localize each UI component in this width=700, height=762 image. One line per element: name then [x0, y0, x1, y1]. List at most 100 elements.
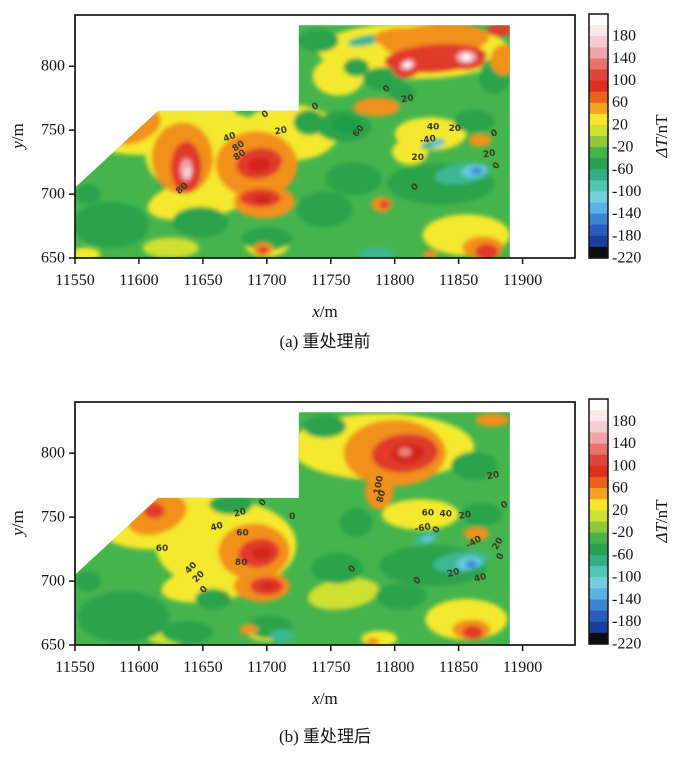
colorbar-frame [588, 398, 609, 645]
anomaly-blob [252, 194, 271, 204]
anomaly-blob [347, 34, 383, 47]
x-axis-unit: /m [319, 689, 338, 708]
axis-ticks: 11550 11600 11650 11700 11750 11800 11850 11900… [41, 445, 542, 676]
x-tick-label: 11800 [375, 659, 414, 676]
x-tick-label: 11700 [247, 659, 286, 676]
contour-label: 0 [347, 564, 359, 575]
plot-frame [74, 401, 576, 646]
x-axis-label: x/m [75, 689, 575, 709]
y-tick-label: 800 [41, 445, 65, 462]
colorbar-band [589, 476, 608, 489]
x-tick-label: 11550 [55, 272, 94, 289]
anomaly-blob [114, 113, 133, 129]
contour-label: 40 [427, 123, 440, 133]
contour-label: 20 [449, 124, 462, 134]
anomaly-blob [297, 29, 339, 53]
anomaly-blob [296, 191, 353, 228]
contour-label: 0 [431, 525, 443, 535]
y-tick-label: 700 [41, 573, 65, 590]
colorbar: 180 140 100 60 20 -20 -60 -100 -140 -180 -220 [588, 398, 641, 653]
colorbar-tick-label: -180 [612, 613, 641, 630]
colorbar-tick-label: 60 [612, 94, 628, 111]
anomaly-blob [241, 227, 293, 251]
colorbar-tick-label: 20 [612, 116, 628, 133]
contour-label: 0 [491, 161, 503, 171]
contour-label: 40 [440, 510, 453, 520]
anomaly-blob [389, 84, 416, 102]
colorbar-tick-label: 100 [612, 457, 636, 474]
colorbar-unit: /nT [652, 114, 671, 139]
anomaly-blob [77, 591, 170, 643]
anomaly-blob [475, 243, 499, 259]
plot-frame [74, 14, 576, 259]
colorbar-band [589, 554, 608, 567]
colorbar-tick-label: 180 [612, 413, 636, 430]
anomaly-blob [172, 206, 229, 238]
contour-label: 40 [473, 572, 488, 585]
colorbar-tick-label: -60 [612, 546, 633, 563]
caption-a: (a) 重处理前 [279, 332, 371, 351]
anomaly-blob [465, 560, 478, 569]
colorbar-tick-label: -100 [612, 569, 641, 586]
colorbar-band [589, 180, 608, 193]
anomaly-blob [184, 167, 191, 178]
colorbar-band [589, 14, 608, 26]
x-tick-label: 11850 [439, 272, 478, 289]
contour-label: 0 [495, 552, 507, 562]
anomaly-blob [381, 499, 459, 530]
x-tick-label: 11750 [311, 272, 350, 289]
anomaly-blob [398, 447, 412, 457]
y-axis-label: y/m [8, 96, 28, 176]
contour-label: 0 [260, 109, 271, 121]
anomaly-blob [307, 577, 380, 610]
colorbar-tick-label: -140 [612, 205, 641, 222]
colorbar-frame [588, 13, 609, 259]
colorbar-band [589, 521, 608, 534]
colorbar-band [589, 80, 608, 93]
anomaly-blob [361, 630, 398, 646]
anomaly-blob [311, 553, 363, 584]
anomaly-blob [362, 67, 404, 91]
contour-label: 40 [210, 521, 225, 534]
contour-label: 80 [375, 489, 388, 504]
anomaly-blob [353, 98, 400, 117]
anomaly-blob [463, 527, 490, 541]
anomaly-blob [251, 546, 272, 560]
colorbar-band [589, 69, 608, 82]
contour-label: 20 [233, 507, 248, 520]
colorbar-band [589, 25, 608, 37]
colorbar-tick-label: 140 [612, 435, 636, 452]
anomaly-blob [379, 200, 390, 209]
colorbar-tick-label: 140 [612, 50, 636, 67]
contour-label: 20 [458, 510, 472, 522]
contour-label: 0 [311, 101, 320, 113]
anomaly-blob [239, 624, 258, 635]
contour-label: 20 [400, 93, 414, 105]
colorbar-band [589, 599, 608, 612]
colorbar-variable: ΔT [652, 523, 671, 543]
colorbar-axis-label: ΔT/nT [652, 96, 672, 176]
anomaly-blob [403, 62, 412, 68]
colorbar-axis-label: ΔT/nT [652, 481, 672, 561]
anomaly-blob [461, 54, 472, 61]
colorbar-band [589, 36, 608, 48]
colorbar-band [589, 169, 608, 181]
contour-label: -40 [419, 134, 437, 147]
anomaly-blob [470, 167, 483, 175]
anomaly-blob [75, 201, 150, 248]
colorbar-tick-label: -20 [612, 139, 633, 156]
colorbar-tick-label: -180 [612, 227, 641, 244]
y-axis-variable: y [8, 528, 27, 536]
colorbar-band [589, 610, 608, 623]
colorbar-band [589, 191, 608, 204]
x-tick-label: 11750 [311, 659, 350, 676]
contour-label: 60 [236, 529, 249, 539]
contour-label: 0 [412, 575, 423, 587]
x-tick-label: 11650 [183, 659, 222, 676]
caption-b: (b) 重处理后 [278, 727, 372, 746]
panel-b: 0 20 0 40 60 60 80 40 20 0 100 80 20 60 40 20 0 -60 0 -40 20… [0, 381, 700, 762]
contour-label: 0 [381, 83, 393, 95]
colorbar-band [589, 454, 608, 467]
